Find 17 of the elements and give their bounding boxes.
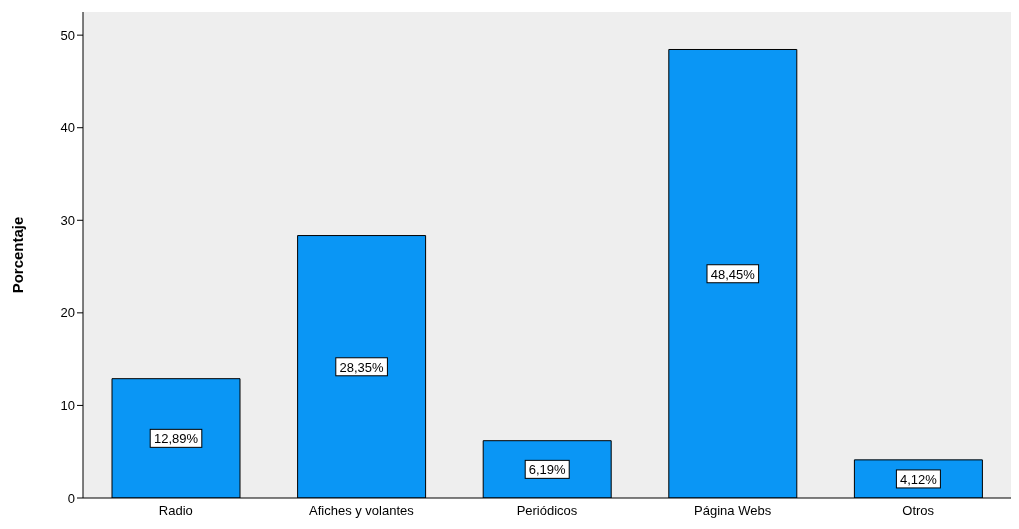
- data-label: 48,45%: [710, 266, 756, 282]
- data-label: 12,89%: [153, 431, 199, 447]
- x-tick-label: Página Webs: [694, 503, 772, 519]
- y-tick-label: 50: [60, 27, 75, 43]
- y-tick-label: 0: [67, 490, 75, 506]
- x-tick-label: Otros: [902, 503, 935, 519]
- data-label: 6,19%: [528, 462, 567, 478]
- y-tick-label: 20: [60, 305, 75, 321]
- y-tick-label: 40: [60, 120, 75, 136]
- x-tick-label: Radio: [158, 503, 193, 519]
- data-label: 4,12%: [899, 471, 938, 487]
- x-tick-label: Afiches y volantes: [309, 503, 415, 519]
- y-axis-title: Porcentaje: [9, 216, 27, 294]
- data-label: 28,35%: [339, 359, 385, 375]
- y-tick-label: 10: [60, 398, 75, 414]
- x-tick-label: Periódicos: [516, 503, 578, 519]
- y-tick-label: 30: [60, 212, 75, 228]
